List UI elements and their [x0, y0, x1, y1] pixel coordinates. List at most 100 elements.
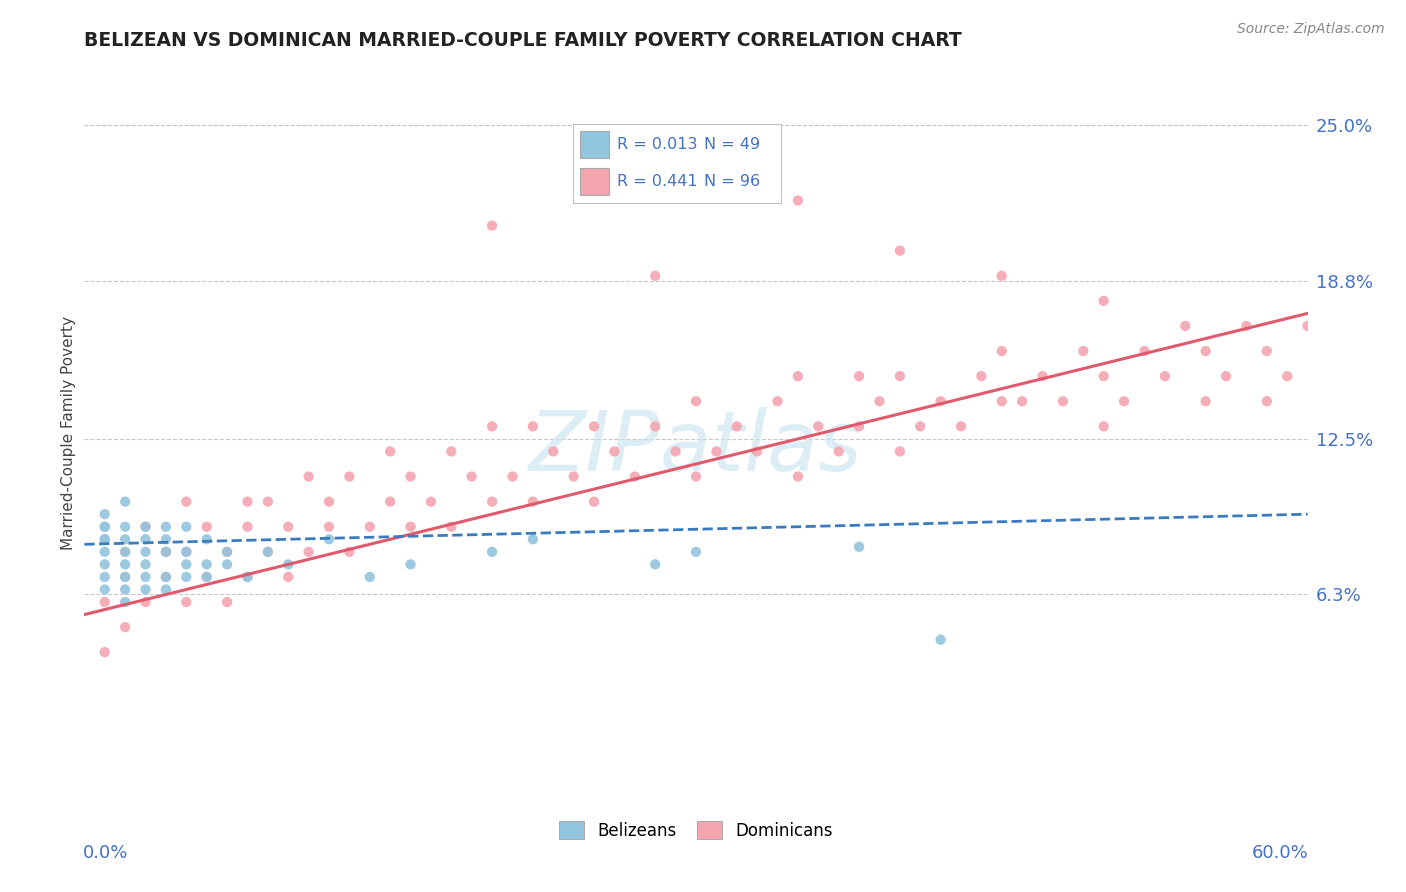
Point: [644, 419, 666, 434]
Point: [1174, 318, 1197, 333]
Point: [1032, 369, 1054, 384]
Point: [257, 545, 280, 559]
Point: [236, 494, 259, 508]
Point: [174, 494, 197, 508]
Point: [174, 558, 197, 572]
Text: 60.0%: 60.0%: [1253, 844, 1309, 862]
Point: [318, 533, 340, 547]
Point: [93, 595, 115, 609]
Point: [1092, 293, 1115, 308]
Point: [257, 545, 280, 559]
Point: [114, 582, 136, 597]
Text: Source: ZipAtlas.com: Source: ZipAtlas.com: [1237, 22, 1385, 37]
Point: [910, 419, 932, 434]
Point: [787, 194, 810, 208]
Point: [991, 344, 1014, 359]
Point: [93, 520, 115, 534]
Point: [135, 595, 157, 609]
Text: N = 49: N = 49: [704, 137, 761, 153]
Point: [93, 558, 115, 572]
Point: [93, 533, 115, 547]
Point: [114, 494, 136, 508]
Point: [135, 558, 157, 572]
Point: [1073, 344, 1095, 359]
Point: [155, 533, 177, 547]
Point: [318, 494, 340, 508]
Point: [562, 469, 585, 483]
Point: [481, 494, 503, 508]
Text: 0.0%: 0.0%: [83, 844, 128, 862]
Point: [174, 570, 197, 584]
Point: [644, 268, 666, 283]
Point: [420, 494, 443, 508]
Point: [685, 545, 707, 559]
Bar: [579, 131, 609, 158]
Point: [1154, 369, 1177, 384]
Point: [440, 444, 463, 458]
Point: [603, 444, 626, 458]
Point: [1011, 394, 1033, 409]
Point: [1236, 318, 1258, 333]
Point: [195, 570, 218, 584]
Point: [93, 520, 115, 534]
Point: [359, 570, 381, 584]
Point: [236, 520, 259, 534]
Point: [380, 494, 402, 508]
Point: [135, 545, 157, 559]
Text: ZIP​atlas: ZIP​atlas: [529, 407, 863, 488]
Point: [1052, 394, 1074, 409]
Point: [747, 444, 769, 458]
Point: [889, 444, 911, 458]
Point: [889, 244, 911, 258]
Point: [624, 469, 647, 483]
Point: [298, 469, 321, 483]
Point: [135, 520, 157, 534]
Point: [155, 545, 177, 559]
Point: [114, 520, 136, 534]
Point: [1256, 344, 1278, 359]
Point: [1256, 394, 1278, 409]
Point: [217, 545, 239, 559]
Point: [135, 582, 157, 597]
Point: [277, 558, 299, 572]
Point: [114, 620, 136, 634]
Point: [522, 494, 544, 508]
Point: [583, 494, 606, 508]
Point: [155, 570, 177, 584]
Legend: Belizeans, Dominicans: Belizeans, Dominicans: [553, 814, 839, 847]
Point: [1296, 318, 1319, 333]
Point: [848, 540, 870, 554]
Point: [114, 545, 136, 559]
Point: [991, 394, 1014, 409]
Point: [236, 570, 259, 584]
Point: [1133, 344, 1156, 359]
Point: [93, 582, 115, 597]
Text: N = 96: N = 96: [704, 174, 761, 189]
Point: [114, 558, 136, 572]
Point: [583, 419, 606, 434]
Point: [970, 369, 993, 384]
Point: [359, 520, 381, 534]
Point: [318, 520, 340, 534]
Point: [787, 369, 810, 384]
Point: [93, 545, 115, 559]
Text: R = 0.441: R = 0.441: [617, 174, 697, 189]
Point: [1092, 369, 1115, 384]
Point: [399, 520, 422, 534]
Point: [155, 570, 177, 584]
Point: [114, 570, 136, 584]
Point: [155, 582, 177, 597]
Point: [929, 394, 952, 409]
Point: [848, 369, 870, 384]
Point: [685, 394, 707, 409]
Point: [665, 444, 688, 458]
Point: [399, 469, 422, 483]
Point: [217, 545, 239, 559]
Point: [236, 570, 259, 584]
Point: [502, 469, 524, 483]
Point: [298, 545, 321, 559]
Point: [195, 520, 218, 534]
Point: [991, 268, 1014, 283]
Point: [195, 570, 218, 584]
Y-axis label: Married-Couple Family Poverty: Married-Couple Family Poverty: [60, 316, 76, 549]
